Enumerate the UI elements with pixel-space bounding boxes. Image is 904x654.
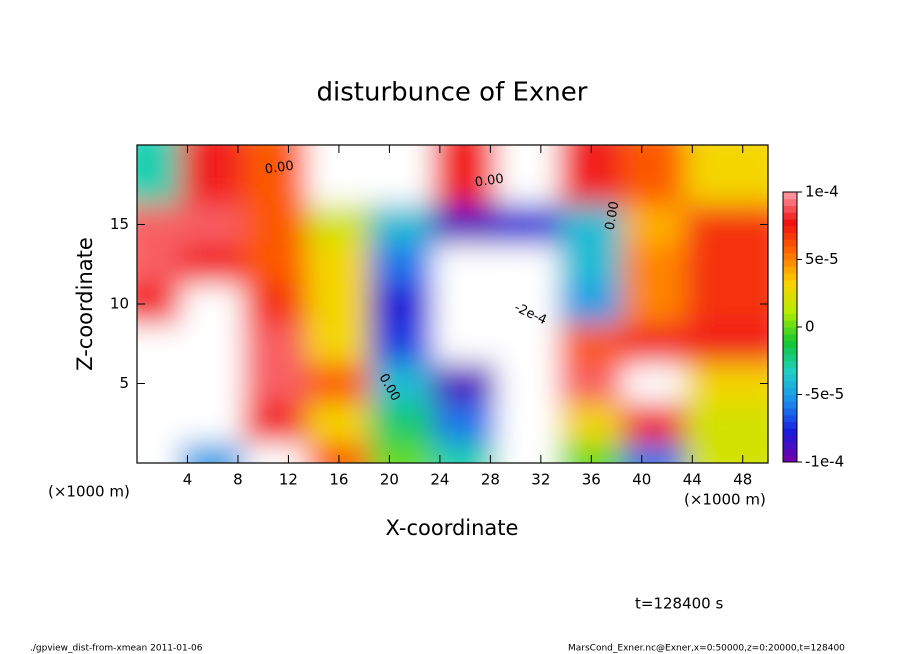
y-tick-label: 5 bbox=[119, 374, 129, 392]
colorbar-swatch bbox=[783, 340, 797, 348]
colorbar-swatch bbox=[783, 448, 797, 456]
colorbar-swatch bbox=[783, 327, 797, 335]
colorbar-swatch bbox=[783, 428, 797, 436]
x-tick-label: 8 bbox=[233, 471, 243, 489]
x-axis-label: X-coordinate bbox=[386, 516, 519, 540]
colorbar-swatch bbox=[783, 408, 797, 416]
colorbar-swatch bbox=[783, 232, 797, 240]
colorbar-swatch bbox=[783, 279, 797, 287]
x-tick-label: 40 bbox=[632, 471, 651, 489]
contour-label: 0.00 bbox=[264, 159, 295, 178]
x-tick-label: 4 bbox=[183, 471, 193, 489]
footer-right: MarsCond_Exner.nc@Exner,x=0:50000,z=0:20… bbox=[568, 644, 845, 654]
colorbar-swatch bbox=[783, 198, 797, 206]
x-tick-label: 32 bbox=[531, 471, 550, 489]
colorbar-swatch bbox=[783, 360, 797, 368]
x-unit-label: (×1000 m) bbox=[48, 483, 130, 501]
x-unit-label: (×1000 m) bbox=[684, 491, 766, 509]
colorbar-swatch bbox=[783, 212, 797, 220]
colorbar-swatch bbox=[783, 205, 797, 213]
colorbar-swatch bbox=[783, 381, 797, 389]
x-tick-label: 28 bbox=[481, 471, 500, 489]
time-label: t=128400 s bbox=[635, 595, 723, 613]
colorbar-swatch bbox=[783, 374, 797, 382]
colorbar-swatch bbox=[783, 347, 797, 355]
contour-label: 0.00 bbox=[603, 200, 623, 231]
y-tick-label: 10 bbox=[110, 295, 129, 313]
colorbar-frame bbox=[782, 191, 798, 463]
colorbar-swatch bbox=[783, 273, 797, 281]
footer-left: ./gpview_dist-from-xmean 2011-01-06 bbox=[30, 644, 203, 654]
colorbar-swatch bbox=[783, 192, 797, 200]
colorbar-swatch bbox=[783, 354, 797, 362]
colorbar-swatch bbox=[783, 246, 797, 254]
x-tick-label: 24 bbox=[430, 471, 449, 489]
colorbar-swatch bbox=[783, 286, 797, 294]
field bbox=[137, 145, 768, 463]
colorbar-swatch bbox=[783, 300, 797, 308]
y-axis-label: Z-coordinate bbox=[73, 237, 97, 371]
colorbar-swatch bbox=[783, 421, 797, 429]
colorbar-swatch bbox=[783, 266, 797, 274]
colorbar-swatch bbox=[783, 313, 797, 321]
colorbar-tick-label: -5e-5 bbox=[805, 385, 844, 403]
colorbar-swatch bbox=[783, 401, 797, 409]
colorbar-tick-label: 5e-5 bbox=[805, 250, 839, 268]
x-tick-label: 16 bbox=[329, 471, 348, 489]
x-tick-label: 36 bbox=[582, 471, 601, 489]
colorbar-swatch bbox=[783, 367, 797, 375]
field-cell bbox=[684, 145, 768, 205]
colorbar-swatch bbox=[783, 333, 797, 341]
colorbar-swatch bbox=[783, 306, 797, 314]
colorbar-swatch bbox=[783, 441, 797, 449]
colorbar-swatch bbox=[783, 252, 797, 260]
colorbar-swatch bbox=[783, 414, 797, 422]
colorbar-swatch bbox=[783, 239, 797, 247]
axes: 4 8 12 16 20 24 28 32 36 40 44 48510151e-45e-50-5e-… bbox=[110, 145, 844, 489]
contour-label: 0.00 bbox=[474, 172, 505, 191]
colorbar-swatch bbox=[783, 259, 797, 267]
x-tick-label: 48 bbox=[733, 471, 752, 489]
colorbar-tick-label: -1e-4 bbox=[805, 453, 844, 471]
y-tick-label: 15 bbox=[110, 215, 129, 233]
colorbar-swatch bbox=[783, 293, 797, 301]
colorbar-swatch bbox=[783, 435, 797, 443]
chart-title: disturbunce of Exner bbox=[317, 78, 588, 108]
x-tick-label: 20 bbox=[380, 471, 399, 489]
colorbar-swatch bbox=[783, 225, 797, 233]
colorbar-swatch bbox=[783, 394, 797, 402]
cells bbox=[137, 145, 768, 463]
colorbar-swatch bbox=[783, 320, 797, 328]
colorbar-swatch bbox=[783, 219, 797, 227]
colorbar-tick-label: 1e-4 bbox=[805, 183, 839, 201]
colorbar-tick-label: 0 bbox=[805, 318, 815, 336]
x-tick-label: 44 bbox=[683, 471, 702, 489]
colorbar-swatch bbox=[783, 455, 797, 463]
x-tick-label: 12 bbox=[279, 471, 298, 489]
colorbar-swatch bbox=[783, 387, 797, 395]
